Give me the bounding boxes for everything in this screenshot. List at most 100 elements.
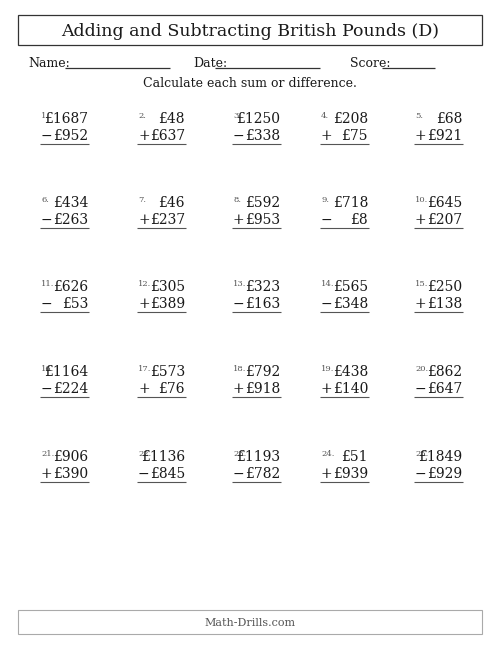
Text: 20.: 20. bbox=[415, 365, 428, 373]
Text: +: + bbox=[233, 382, 244, 396]
Text: 9.: 9. bbox=[321, 196, 329, 204]
Text: £845: £845 bbox=[150, 467, 185, 481]
Text: £906: £906 bbox=[53, 450, 88, 464]
Text: −: − bbox=[41, 213, 52, 227]
Text: £1164: £1164 bbox=[44, 365, 88, 379]
Text: 8.: 8. bbox=[233, 196, 241, 204]
Text: −: − bbox=[41, 382, 52, 396]
Text: £224: £224 bbox=[53, 382, 88, 396]
Text: +: + bbox=[415, 213, 426, 227]
Text: 11.: 11. bbox=[41, 280, 54, 288]
Text: £338: £338 bbox=[245, 129, 280, 143]
Text: +: + bbox=[321, 382, 332, 396]
Text: 10.: 10. bbox=[415, 196, 428, 204]
Text: −: − bbox=[321, 213, 332, 227]
Text: £207: £207 bbox=[427, 213, 462, 227]
Text: £645: £645 bbox=[427, 196, 462, 210]
Text: 5.: 5. bbox=[415, 112, 423, 120]
Text: 13.: 13. bbox=[233, 280, 246, 288]
Bar bbox=[18, 15, 482, 45]
Text: 19.: 19. bbox=[321, 365, 334, 373]
Text: 1.: 1. bbox=[41, 112, 49, 120]
Text: +: + bbox=[415, 129, 426, 143]
Text: 12.: 12. bbox=[138, 280, 151, 288]
Text: −: − bbox=[233, 129, 244, 143]
Text: £718: £718 bbox=[332, 196, 368, 210]
Text: £626: £626 bbox=[53, 280, 88, 294]
Text: +: + bbox=[321, 129, 332, 143]
Text: 2.: 2. bbox=[138, 112, 146, 120]
Text: 6.: 6. bbox=[41, 196, 49, 204]
Text: £48: £48 bbox=[158, 112, 185, 126]
Text: −: − bbox=[233, 297, 244, 311]
Text: £434: £434 bbox=[52, 196, 88, 210]
Text: £929: £929 bbox=[427, 467, 462, 481]
Text: −: − bbox=[41, 129, 52, 143]
Text: £53: £53 bbox=[62, 297, 88, 311]
Text: £939: £939 bbox=[333, 467, 368, 481]
Text: £1849: £1849 bbox=[418, 450, 462, 464]
Text: £1250: £1250 bbox=[236, 112, 280, 126]
Text: 16.: 16. bbox=[41, 365, 54, 373]
Text: £390: £390 bbox=[53, 467, 88, 481]
Text: £348: £348 bbox=[333, 297, 368, 311]
Text: £208: £208 bbox=[333, 112, 368, 126]
Text: £565: £565 bbox=[333, 280, 368, 294]
Text: £953: £953 bbox=[245, 213, 280, 227]
Text: £438: £438 bbox=[333, 365, 368, 379]
Text: +: + bbox=[321, 467, 332, 481]
Text: £8: £8 bbox=[350, 213, 368, 227]
Text: +: + bbox=[233, 213, 244, 227]
Text: 3.: 3. bbox=[233, 112, 241, 120]
Text: £862: £862 bbox=[427, 365, 462, 379]
Text: −: − bbox=[41, 297, 52, 311]
Text: £237: £237 bbox=[150, 213, 185, 227]
Text: £921: £921 bbox=[427, 129, 462, 143]
Text: £75: £75 bbox=[342, 129, 368, 143]
Text: £592: £592 bbox=[245, 196, 280, 210]
Text: £637: £637 bbox=[150, 129, 185, 143]
Text: 25.: 25. bbox=[415, 450, 428, 458]
Text: £952: £952 bbox=[53, 129, 88, 143]
Text: Name:: Name: bbox=[28, 57, 70, 70]
Text: +: + bbox=[138, 382, 149, 396]
Text: £76: £76 bbox=[158, 382, 185, 396]
Text: £51: £51 bbox=[342, 450, 368, 464]
Text: 18.: 18. bbox=[233, 365, 246, 373]
Text: Calculate each sum or difference.: Calculate each sum or difference. bbox=[143, 77, 357, 90]
Text: 21.: 21. bbox=[41, 450, 54, 458]
Bar bbox=[18, 610, 482, 634]
Text: −: − bbox=[233, 467, 244, 481]
Text: £323: £323 bbox=[245, 280, 280, 294]
Text: +: + bbox=[41, 467, 52, 481]
Text: +: + bbox=[138, 213, 149, 227]
Text: £573: £573 bbox=[150, 365, 185, 379]
Text: Date:: Date: bbox=[193, 57, 227, 70]
Text: 7.: 7. bbox=[138, 196, 146, 204]
Text: £1687: £1687 bbox=[44, 112, 88, 126]
Text: £163: £163 bbox=[245, 297, 280, 311]
Text: £305: £305 bbox=[150, 280, 185, 294]
Text: £792: £792 bbox=[245, 365, 280, 379]
Text: −: − bbox=[138, 467, 149, 481]
Text: £1193: £1193 bbox=[236, 450, 280, 464]
Text: 24.: 24. bbox=[321, 450, 334, 458]
Text: 23.: 23. bbox=[233, 450, 246, 458]
Text: +: + bbox=[415, 297, 426, 311]
Text: £1136: £1136 bbox=[141, 450, 185, 464]
Text: −: − bbox=[321, 297, 332, 311]
Text: Score:: Score: bbox=[350, 57, 391, 70]
Text: £647: £647 bbox=[426, 382, 462, 396]
Text: £46: £46 bbox=[158, 196, 185, 210]
Text: £918: £918 bbox=[245, 382, 280, 396]
Text: 14.: 14. bbox=[321, 280, 334, 288]
Text: −: − bbox=[415, 467, 426, 481]
Text: £782: £782 bbox=[245, 467, 280, 481]
Text: +: + bbox=[138, 297, 149, 311]
Text: 15.: 15. bbox=[415, 280, 428, 288]
Text: £250: £250 bbox=[427, 280, 462, 294]
Text: £138: £138 bbox=[427, 297, 462, 311]
Text: £68: £68 bbox=[436, 112, 462, 126]
Text: −: − bbox=[415, 382, 426, 396]
Text: £140: £140 bbox=[332, 382, 368, 396]
